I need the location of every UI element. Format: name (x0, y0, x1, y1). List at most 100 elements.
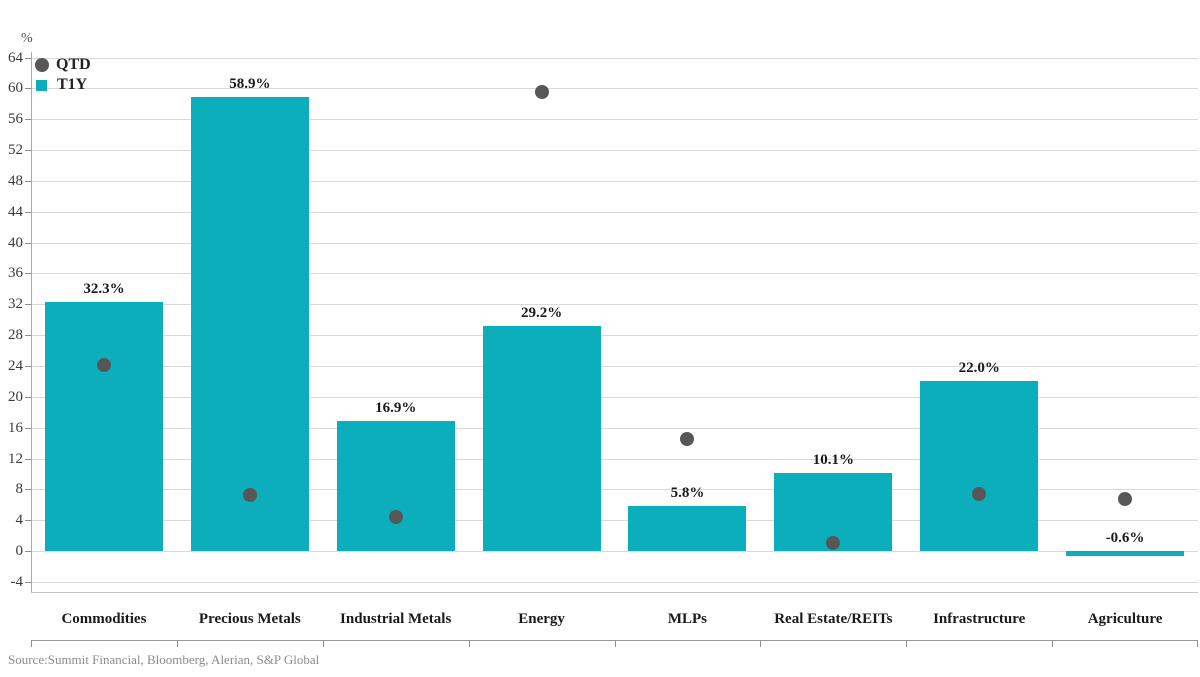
chart-legend: QTD T1Y (35, 55, 91, 95)
y-axis-tick-label: 44 (8, 203, 23, 220)
bar-value-label: 16.9% (375, 399, 417, 416)
gridline (31, 551, 1198, 553)
category-axis-tick (1197, 640, 1198, 647)
gridline (31, 366, 1198, 368)
y-axis-tick-label: 48 (8, 172, 23, 189)
bar-agriculture (1066, 551, 1185, 556)
category-label-precious-metals: Precious Metals (198, 611, 301, 627)
gridline (31, 273, 1198, 275)
y-axis-tick (25, 242, 32, 244)
gridline (31, 180, 1198, 182)
gridline (31, 242, 1198, 244)
y-axis-tick-label: 16 (8, 419, 23, 436)
gridline (31, 520, 1198, 522)
category-axis-tick (1052, 640, 1054, 647)
legend-item-t1y: T1Y (35, 75, 91, 95)
bar-energy (482, 325, 601, 552)
bar-commodities (44, 302, 163, 552)
circle-legend-marker-icon (35, 58, 49, 72)
bar-value-label: 32.3% (83, 281, 125, 298)
y-axis-tick-label: 24 (8, 358, 23, 375)
gridline (31, 211, 1198, 213)
category-axis-tick (906, 640, 908, 647)
category-label-agriculture: Agriculture (1087, 611, 1163, 627)
square-legend-marker-icon (36, 79, 47, 91)
legend-label: QTD (56, 56, 91, 73)
y-axis-unit-label: % (21, 31, 33, 46)
gridline (31, 489, 1198, 491)
qtd-dot-commodities (96, 357, 111, 372)
category-axis-tick (176, 640, 178, 647)
y-axis-tick (25, 366, 32, 368)
category-axis-tick (614, 640, 616, 647)
y-axis-tick (25, 119, 32, 121)
source-attribution: Source:Summit Financial, Bloomberg, Aler… (8, 652, 320, 667)
gridline (31, 304, 1198, 306)
y-axis-tick-label: 40 (8, 234, 23, 251)
qtd-dot-precious-metals (242, 487, 257, 502)
y-axis-tick (25, 273, 32, 275)
bar-infrastructure (920, 381, 1039, 552)
bar-industrial-metals (336, 420, 455, 552)
gridline (31, 582, 1198, 584)
category-label-real-estate-reits: Real Estate/REITs (774, 611, 893, 627)
y-axis-tick (25, 458, 32, 460)
y-axis-tick (25, 57, 32, 59)
legend-item-qtd: QTD (35, 55, 91, 75)
y-axis-tick-label: -4 (10, 574, 24, 591)
category-axis-tick (322, 640, 324, 647)
bar-value-label: 5.8% (670, 485, 705, 502)
y-axis-tick (25, 582, 32, 584)
category-axis-tick (31, 640, 32, 647)
y-axis-tick-label: 20 (8, 388, 23, 405)
qtd-dot-infrastructure (972, 487, 987, 502)
category-label-commodities: Commodities (61, 611, 147, 627)
y-axis-tick-label: 8 (15, 481, 24, 498)
y-axis-tick-label: 60 (8, 80, 23, 97)
category-label-infrastructure: Infrastructure (933, 611, 1026, 627)
gridline (31, 57, 1198, 59)
y-axis-tick (25, 88, 32, 90)
y-axis-tick (25, 520, 32, 522)
y-axis-tick-label: 12 (8, 450, 23, 467)
y-axis-tick-label: 36 (8, 265, 23, 282)
y-axis-tick (25, 180, 32, 182)
y-axis-line (31, 52, 32, 592)
y-axis-tick-label: 64 (8, 49, 23, 66)
category-label-industrial-metals: Industrial Metals (340, 611, 452, 627)
y-axis-tick (25, 211, 32, 213)
gridline (31, 458, 1198, 460)
plot-area-bottom-border (31, 592, 1198, 593)
qtd-dot-energy (534, 85, 549, 100)
bar-value-label: 22.0% (958, 360, 1000, 377)
gridline (31, 150, 1198, 152)
gridline (31, 119, 1198, 121)
bar-value-label: 29.2% (520, 304, 563, 321)
legend-label: T1Y (57, 76, 88, 93)
y-axis-tick-label: 32 (8, 296, 23, 313)
y-axis-tick-label: 0 (15, 543, 24, 560)
y-axis-tick-label: 28 (8, 327, 23, 344)
bar-mlps (628, 506, 747, 552)
y-axis-tick-label: 56 (8, 111, 23, 128)
bar-value-label: -0.6% (1105, 530, 1145, 547)
category-label-mlps: MLPs (667, 611, 708, 627)
gridline (31, 88, 1198, 90)
y-axis-tick (25, 551, 32, 553)
y-axis-tick (25, 150, 32, 152)
gridline (31, 427, 1198, 429)
bar-value-label: 10.1% (812, 452, 854, 469)
bar-precious-metals (190, 96, 309, 552)
qtd-dot-agriculture (1118, 491, 1133, 506)
gridline (31, 396, 1198, 398)
y-axis-tick (25, 304, 32, 306)
y-axis-tick (25, 489, 32, 491)
qtd-dot-industrial-metals (388, 510, 403, 525)
category-axis-tick (468, 640, 470, 647)
qtd-dot-mlps (680, 431, 695, 446)
y-axis-tick (25, 396, 32, 398)
y-axis-tick-label: 4 (15, 512, 24, 529)
category-axis-tick (760, 640, 762, 647)
qtd-dot-real-estate-reits (826, 535, 841, 550)
